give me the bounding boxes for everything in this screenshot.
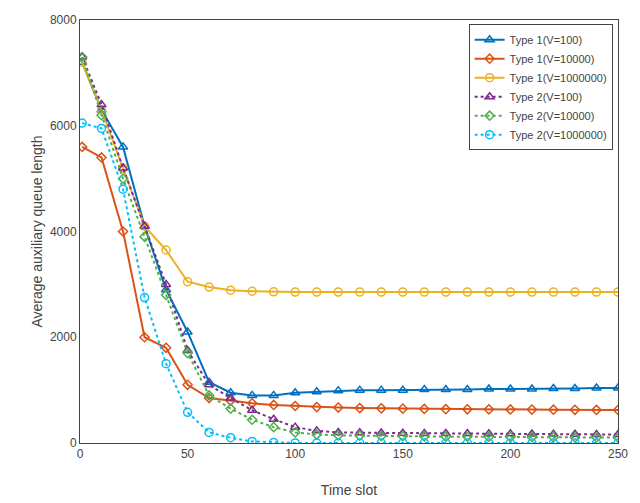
svg-text:2000: 2000 bbox=[50, 330, 77, 344]
svg-text:0: 0 bbox=[77, 447, 84, 461]
svg-text:50: 50 bbox=[181, 447, 195, 461]
svg-text:200: 200 bbox=[500, 447, 520, 461]
svg-text:100: 100 bbox=[285, 447, 305, 461]
svg-text:Type 2(V=100): Type 2(V=100) bbox=[510, 91, 582, 103]
svg-text:250: 250 bbox=[608, 447, 628, 461]
svg-text:8000: 8000 bbox=[50, 13, 77, 27]
svg-text:Type 2(V=10000): Type 2(V=10000) bbox=[510, 110, 595, 122]
svg-text:6000: 6000 bbox=[50, 119, 77, 133]
svg-text:0: 0 bbox=[70, 436, 77, 450]
svg-text:Time slot: Time slot bbox=[321, 482, 377, 498]
svg-text:Average auxiliary queue length: Average auxiliary queue length bbox=[29, 136, 45, 328]
svg-text:Type 1(V=100): Type 1(V=100) bbox=[510, 34, 582, 46]
svg-text:Type 1(V=10000): Type 1(V=10000) bbox=[510, 53, 595, 65]
svg-text:4000: 4000 bbox=[50, 225, 77, 239]
svg-text:Type 2(V=1000000): Type 2(V=1000000) bbox=[510, 129, 607, 141]
svg-text:Type 1(V=1000000): Type 1(V=1000000) bbox=[510, 72, 607, 84]
svg-text:150: 150 bbox=[393, 447, 413, 461]
